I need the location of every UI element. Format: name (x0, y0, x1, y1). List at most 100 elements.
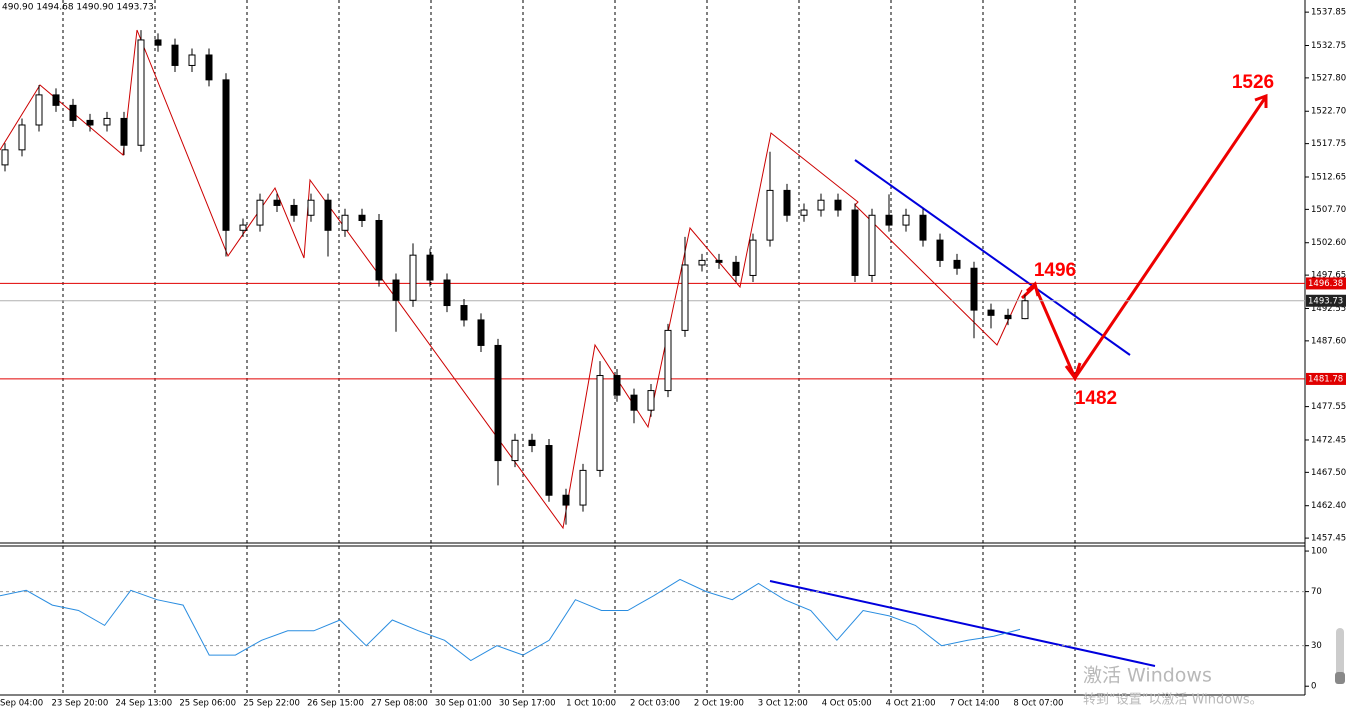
candle-body (766, 189, 774, 241)
forecast-arrow (1020, 97, 1267, 382)
candle-body (52, 94, 60, 106)
candle-body (953, 259, 961, 269)
period-separators (62, 0, 1076, 695)
scrollbar[interactable] (1336, 628, 1344, 684)
candle-body (528, 439, 536, 447)
candle-body (1021, 300, 1029, 320)
x-tick-label: 1 Oct 10:00 (566, 699, 616, 709)
candle-body (409, 254, 417, 301)
candle-body (885, 214, 893, 226)
candle-body (936, 239, 944, 261)
candle-body (103, 117, 111, 126)
x-tick-label: 8 Oct 07:00 (1013, 699, 1063, 709)
price-level-label: 1481.78 (1308, 374, 1343, 384)
candle-body (545, 445, 553, 496)
candle-body (392, 279, 400, 301)
candle-body (732, 261, 740, 276)
candle-body (851, 209, 859, 276)
ohlc-info: 490.90 1494.68 1490.90 1493.73 (2, 3, 154, 13)
x-tick-label: 2 Oct 19:00 (694, 699, 744, 709)
candle-body (630, 394, 638, 411)
y-tick-label: 1507.70 (1311, 205, 1346, 215)
candle-body (460, 305, 468, 321)
y-tick-label: 1517.75 (1311, 139, 1346, 149)
price-level-label: 1493.73 (1308, 296, 1343, 306)
candle-body (273, 199, 281, 206)
candle-body (341, 214, 349, 231)
y-tick-label: 1502.60 (1311, 238, 1346, 248)
candle-body (613, 375, 621, 396)
y-tick-label: 30 (1311, 641, 1322, 651)
candle-body (698, 259, 706, 266)
candle-body (324, 199, 332, 231)
x-tick-label: 25 Sep 22:00 (243, 699, 300, 709)
candle-body (562, 494, 570, 506)
x-tick-label: 24 Sep 13:00 (115, 699, 172, 709)
x-tick-label: 30 Sep 01:00 (435, 699, 492, 709)
y-tick-label: 100 (1311, 547, 1327, 557)
y-tick-label: 1522.70 (1311, 107, 1346, 117)
y-tick-label: 1487.60 (1311, 336, 1346, 346)
x-tick-label: 23 Sep 20:00 (52, 699, 109, 709)
oscillator-line (0, 578, 1021, 662)
y-tick-label: 1512.65 (1311, 172, 1346, 182)
candle-body (749, 239, 757, 276)
annotation: 1496 (1034, 260, 1076, 281)
candle-body (256, 199, 264, 226)
candle-body (579, 469, 587, 506)
candle-body (1, 149, 9, 166)
y-tick-label: 70 (1311, 587, 1322, 597)
candle-body (868, 214, 876, 276)
y-tick-label: 1537.85 (1311, 8, 1346, 18)
candle-body (1004, 314, 1012, 320)
trend-line (854, 159, 1131, 356)
candle-body (494, 344, 502, 462)
price-level-label: 1496.38 (1308, 279, 1343, 289)
candle-body (137, 39, 145, 146)
candle-body (477, 319, 485, 346)
arrow-heads (1026, 93, 1268, 382)
annotation: 1482 (1075, 388, 1117, 409)
y-tick-label: 1472.45 (1311, 435, 1346, 445)
y-tick-label: 1492.55 (1311, 304, 1346, 314)
candle-body (35, 94, 43, 126)
watermark: 转到“设置”以激活 Windows。 (1083, 693, 1263, 708)
candle-body (647, 390, 655, 411)
candle-body (239, 224, 247, 231)
x-tick-label: 7 Oct 14:00 (949, 699, 999, 709)
candle-body (171, 44, 179, 66)
y-tick-label: 1497.65 (1311, 271, 1346, 281)
candle-body (375, 219, 383, 281)
x-tick-label: 25 Sep 06:00 (179, 699, 236, 709)
candle-body (307, 199, 315, 216)
price-level-box (1306, 372, 1346, 385)
oscillator-trend-line (769, 580, 1156, 667)
candle-body (902, 214, 910, 226)
x-tick-label: 26 Sep 15:00 (307, 699, 364, 709)
candle-body (69, 104, 77, 121)
candle-body (817, 199, 825, 211)
candle-body (970, 267, 978, 311)
candle-body (290, 204, 298, 216)
candle-body (596, 375, 604, 471)
candle-body (154, 39, 162, 46)
candle-body (18, 124, 26, 151)
x-tick-label: 3 Oct 12:00 (758, 699, 808, 709)
candle-body (919, 214, 927, 241)
candle-body (834, 199, 842, 211)
x-tick-label: 4 Oct 05:00 (822, 699, 872, 709)
candle-body (987, 309, 995, 316)
candle-body (664, 329, 672, 392)
y-tick-label: 1467.50 (1311, 468, 1346, 478)
x-tick-label: 4 Oct 21:00 (886, 699, 936, 709)
y-tick-label: 1462.40 (1311, 501, 1346, 511)
price-level-box (1306, 294, 1346, 307)
candle-body (205, 54, 213, 81)
watermark: 激活 Windows (1083, 665, 1212, 687)
price-level-box (1306, 277, 1346, 290)
scrollbar-thumb[interactable] (1335, 672, 1345, 684)
candle-body (426, 254, 434, 281)
x-tick-label: Sep 04:00 (0, 699, 43, 709)
candle-body (511, 439, 519, 462)
